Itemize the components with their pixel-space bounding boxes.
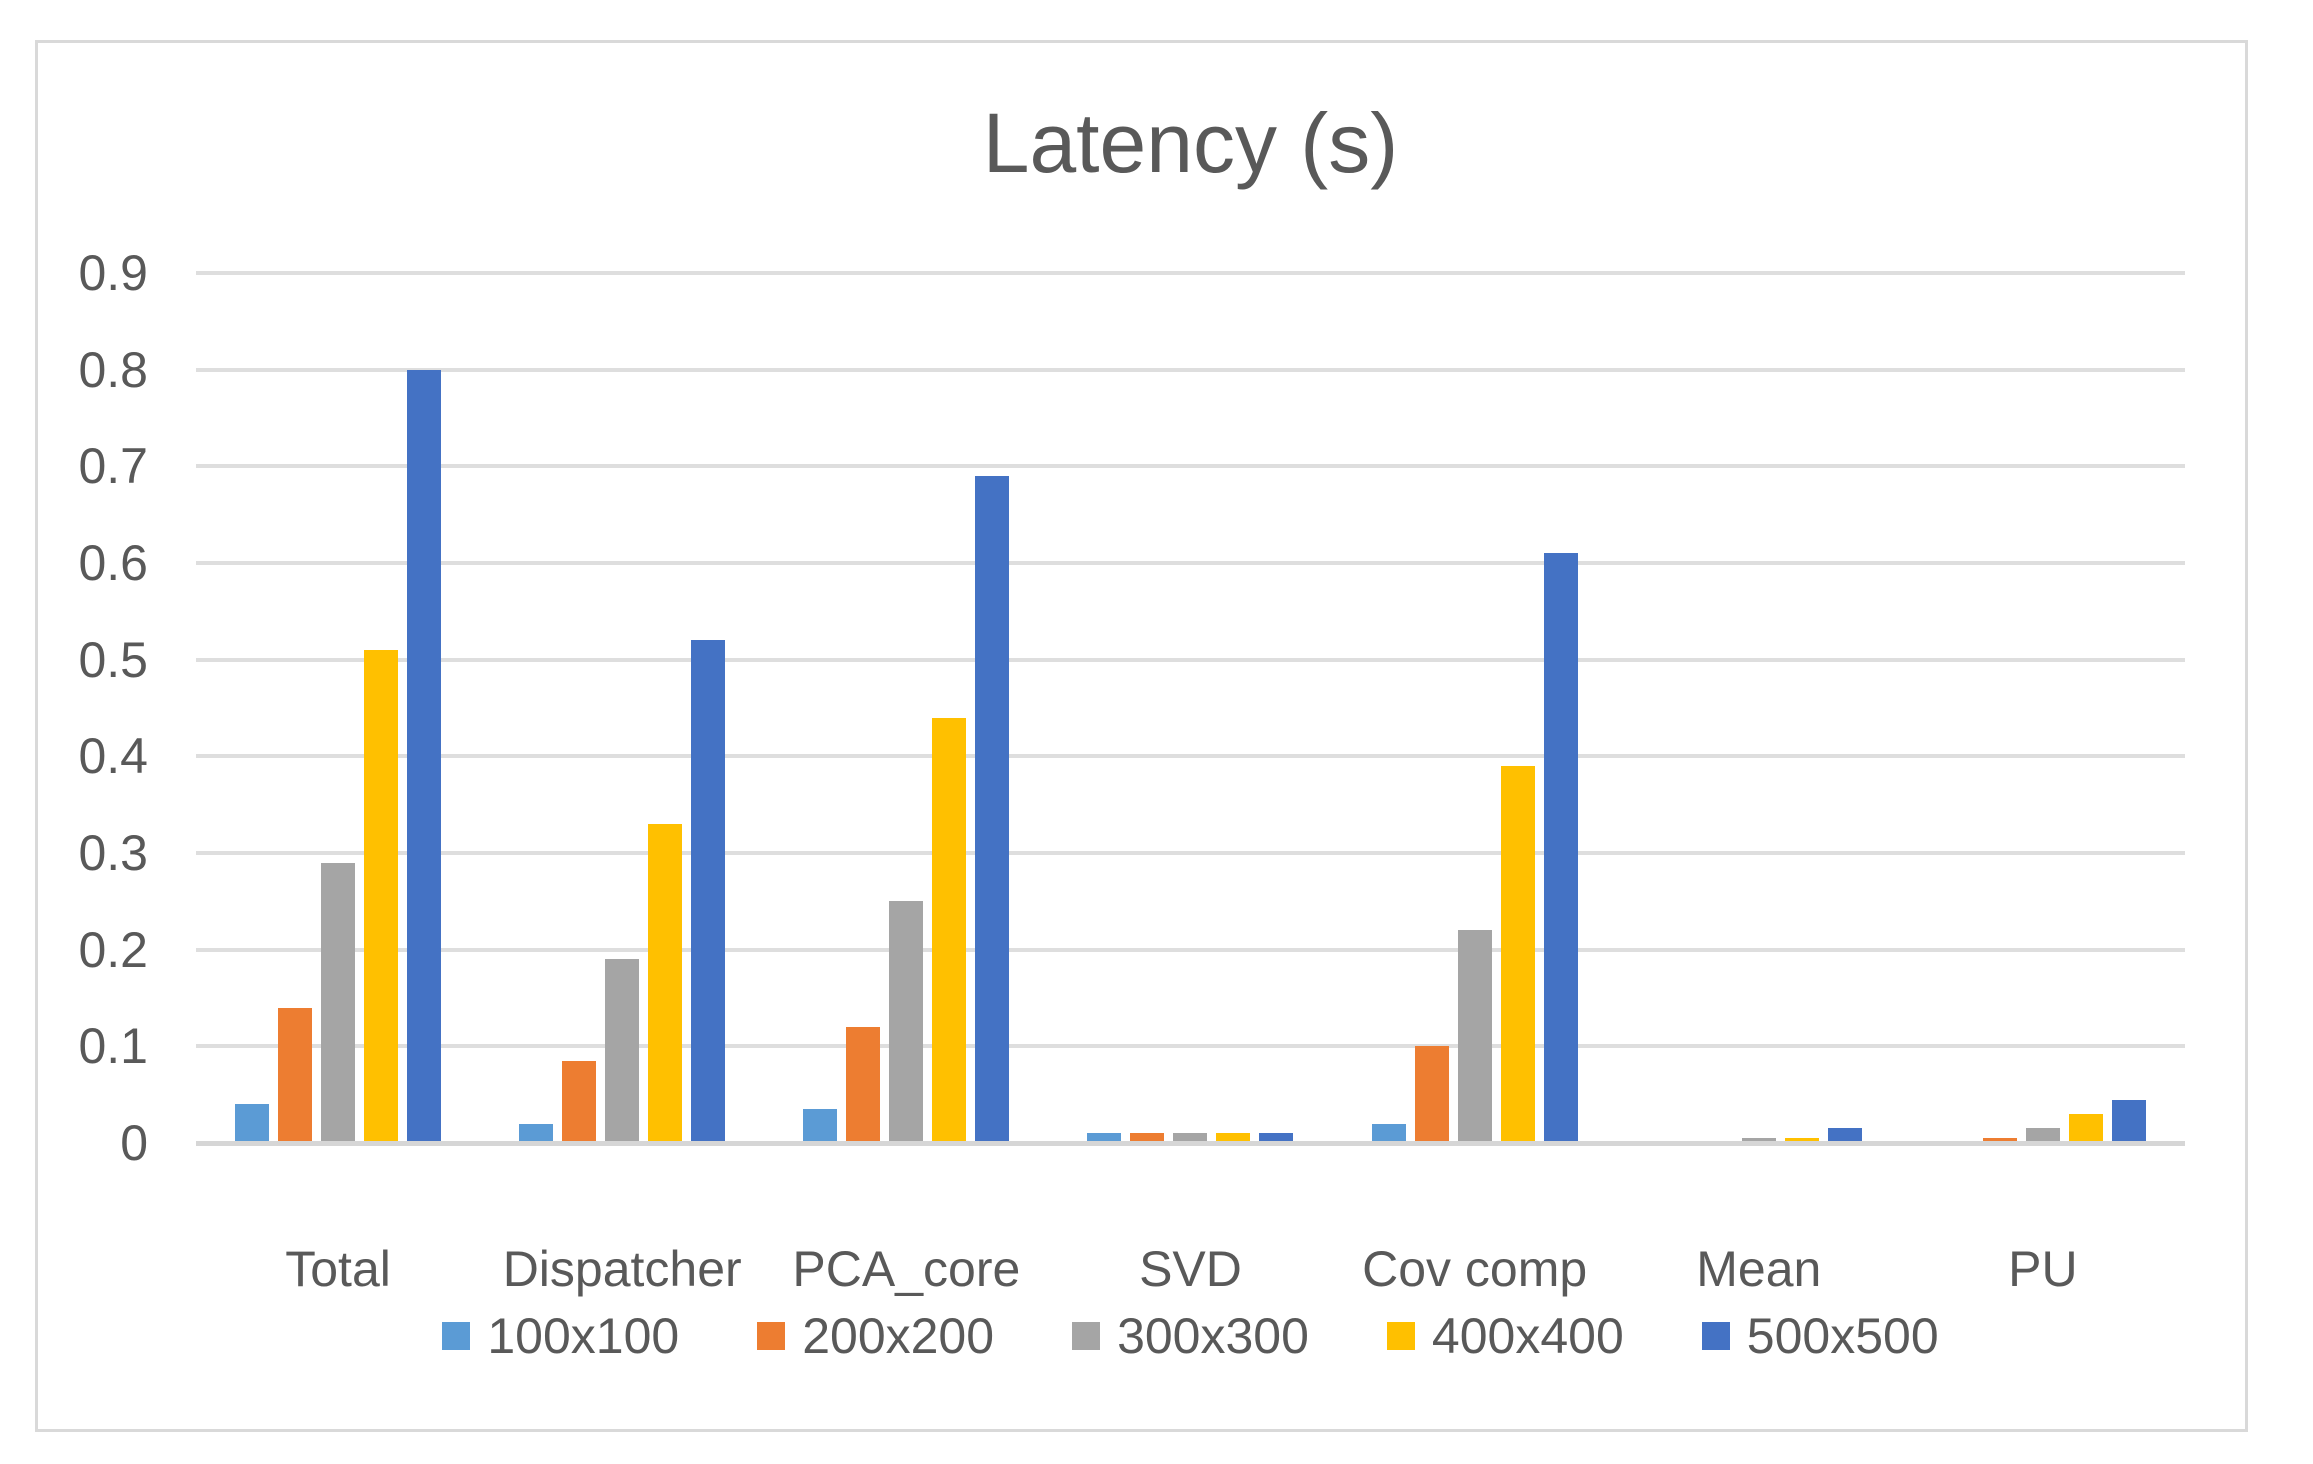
legend-item-300x300: 300x300 bbox=[1072, 1311, 1309, 1361]
legend-item-500x500: 500x500 bbox=[1701, 1308, 1939, 1364]
bar-group-pu bbox=[1901, 273, 2185, 1143]
y-tick-label: 0.3 bbox=[78, 825, 148, 881]
bar-400x400 bbox=[364, 650, 399, 1143]
y-tick-label: 0.9 bbox=[78, 245, 148, 301]
legend-marker-icon bbox=[1072, 1322, 1101, 1350]
bar-200x200 bbox=[278, 1008, 313, 1143]
bar-group-total bbox=[196, 273, 480, 1143]
legend-marker-icon bbox=[1386, 1322, 1415, 1350]
bar-group-pca-core bbox=[764, 273, 1048, 1143]
bar-300x300 bbox=[1457, 930, 1492, 1143]
y-tick-label: 0.1 bbox=[78, 1018, 148, 1075]
bar-100x100 bbox=[1371, 1124, 1406, 1143]
category-label: PCA_core bbox=[792, 1241, 1021, 1297]
y-tick-label: 0.8 bbox=[78, 341, 148, 398]
gridline bbox=[196, 561, 2185, 565]
x-axis-line bbox=[196, 1141, 2185, 1146]
legend-label: 100x100 bbox=[487, 1308, 680, 1364]
bar-400x400 bbox=[1216, 1133, 1251, 1143]
legend-marker-icon bbox=[442, 1322, 471, 1350]
bar-500x500 bbox=[1543, 553, 1578, 1143]
bar-300x300 bbox=[605, 959, 640, 1143]
y-tick-label: 0.2 bbox=[78, 921, 148, 978]
y-tick-label: 0.5 bbox=[78, 631, 148, 688]
legend-label: 200x200 bbox=[802, 1308, 995, 1364]
bar-500x500 bbox=[1827, 1128, 1862, 1143]
legend-item-400x400: 400x400 bbox=[1386, 1308, 1624, 1364]
bar-group-svd bbox=[1048, 273, 1332, 1143]
gridline bbox=[196, 754, 2185, 759]
legend-label: 500x500 bbox=[1746, 1308, 1939, 1364]
chart-title: Latency (s) bbox=[982, 96, 1399, 190]
category-label: Mean bbox=[1696, 1241, 1822, 1297]
bar-200x200 bbox=[846, 1027, 881, 1143]
bar-300x300 bbox=[889, 901, 924, 1143]
bar-100x100 bbox=[519, 1124, 554, 1143]
category-label: SVD bbox=[1139, 1241, 1242, 1297]
legend-label: 400x400 bbox=[1431, 1308, 1624, 1364]
y-tick-label: 0.6 bbox=[78, 535, 148, 591]
bar-200x200 bbox=[1130, 1133, 1165, 1143]
bar-100x100 bbox=[235, 1104, 270, 1143]
bar-group-dispatcher bbox=[480, 273, 764, 1143]
category-label: Dispatcher bbox=[502, 1241, 742, 1297]
bar-500x500 bbox=[407, 370, 442, 1143]
legend-marker-icon bbox=[757, 1322, 786, 1350]
bar-200x200 bbox=[562, 1061, 597, 1143]
bar-100x100 bbox=[803, 1109, 838, 1143]
bar-200x200 bbox=[1414, 1046, 1449, 1143]
gridline bbox=[196, 947, 2185, 952]
bar-300x300 bbox=[1173, 1133, 1208, 1143]
bar-300x300 bbox=[2025, 1128, 2060, 1143]
plot-area: 0.9 0.8 0.7 0.6 0.5 0.4 0.3 0.2 0.1 0 Total Dispatc… bbox=[78, 248, 2185, 1294]
y-tick-label: 0 bbox=[120, 1115, 148, 1171]
gridline bbox=[196, 464, 2185, 469]
gridline bbox=[196, 367, 2185, 372]
gridline bbox=[196, 1044, 2185, 1049]
bar-400x400 bbox=[932, 718, 967, 1143]
bar-300x300 bbox=[1741, 1138, 1776, 1143]
bar-400x400 bbox=[2068, 1114, 2103, 1143]
gridline bbox=[196, 271, 2185, 275]
bar-400x400 bbox=[648, 824, 683, 1143]
legend-label: 300x300 bbox=[1117, 1308, 1309, 1364]
legend-item-200x200: 200x200 bbox=[757, 1311, 994, 1361]
bar-100x100 bbox=[1087, 1133, 1122, 1143]
bar-500x500 bbox=[2111, 1100, 2146, 1143]
category-label: PU bbox=[2008, 1241, 2078, 1297]
y-tick-label: 0.7 bbox=[78, 438, 148, 495]
bar-200x200 bbox=[1982, 1138, 2017, 1143]
legend-marker-icon bbox=[1701, 1322, 1730, 1350]
chart-frame: Latency (s) 0.9 0.8 0.7 0.6 0.5 0.4 0.3 0.2 0.1 0… bbox=[35, 40, 2248, 1432]
bar-400x400 bbox=[1784, 1138, 1819, 1143]
gridline bbox=[196, 851, 2185, 855]
bar-300x300 bbox=[321, 863, 356, 1143]
bar-500x500 bbox=[691, 640, 726, 1143]
category-label: Cov comp bbox=[1362, 1241, 1588, 1297]
bar-400x400 bbox=[1500, 766, 1535, 1143]
bar-group-mean bbox=[1617, 273, 1901, 1143]
gridline bbox=[196, 657, 2185, 662]
y-tick-label: 0.4 bbox=[78, 728, 148, 785]
bar-500x500 bbox=[1259, 1133, 1294, 1143]
category-label: Total bbox=[285, 1241, 391, 1297]
bar-group-cov-comp bbox=[1333, 273, 1617, 1143]
legend: 100x100 200x200 300x300 400x400 500x500 bbox=[196, 1311, 2185, 1361]
bar-500x500 bbox=[975, 476, 1010, 1143]
legend-item-100x100: 100x100 bbox=[442, 1311, 679, 1361]
